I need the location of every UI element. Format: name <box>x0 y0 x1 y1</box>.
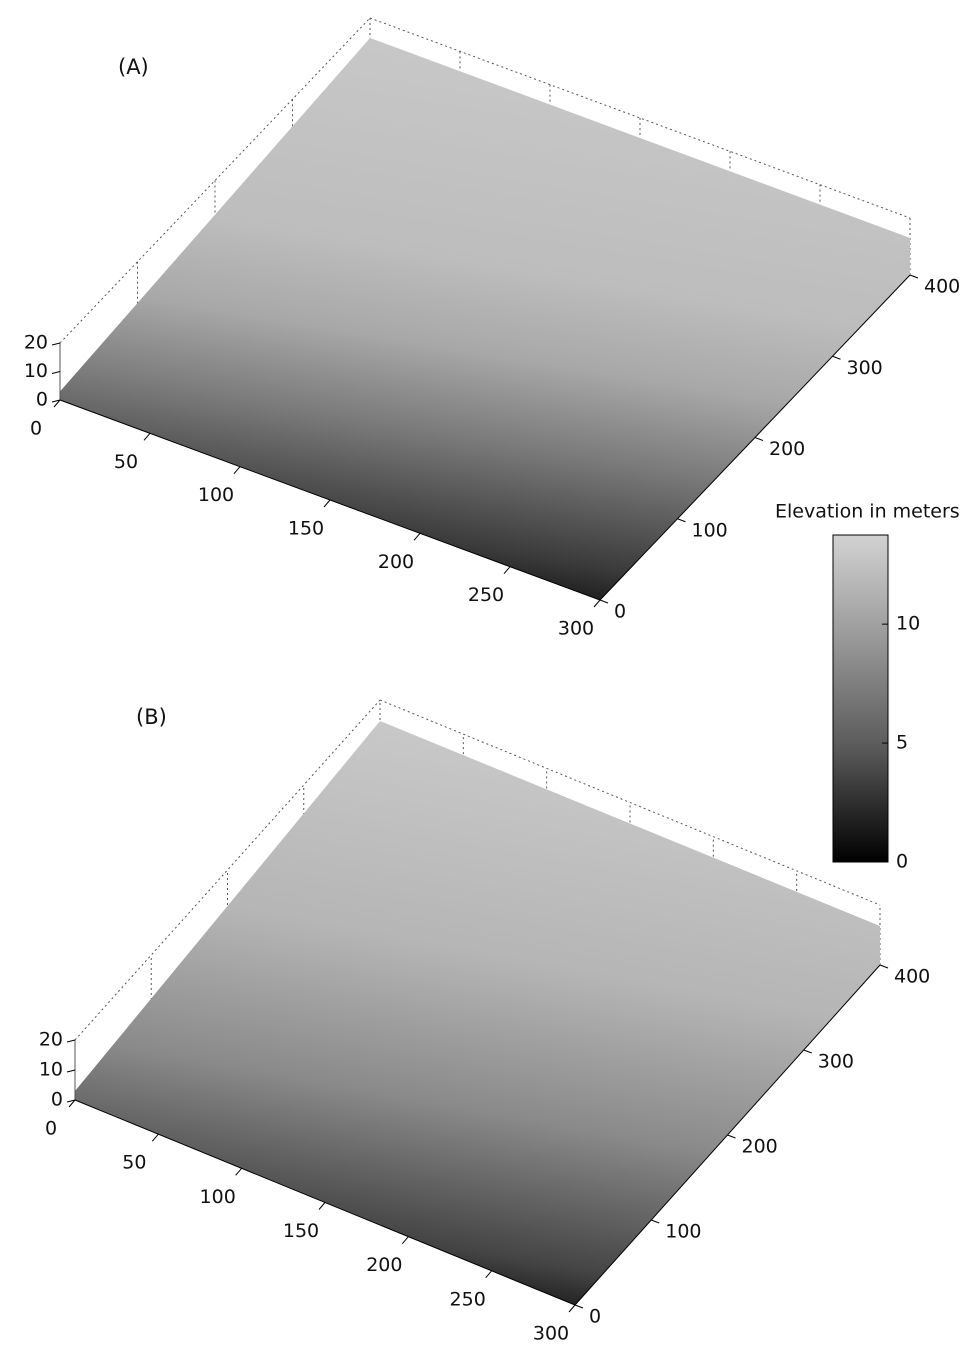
y-tick-label: 400 <box>894 966 930 988</box>
x-tick <box>414 533 420 540</box>
y-tick-label: 0 <box>614 601 626 623</box>
colorbar-tick-label: 10 <box>896 613 920 635</box>
z-tick <box>52 343 60 345</box>
x-tick-label: 50 <box>122 1152 146 1174</box>
y-tick <box>678 519 686 522</box>
z-tick <box>67 1070 75 1072</box>
y-tick-label: 200 <box>742 1136 778 1158</box>
x-tick <box>504 567 510 574</box>
x-tick <box>486 1271 492 1278</box>
x-tick-label: 150 <box>283 1220 319 1242</box>
z-tick-label: 20 <box>24 332 48 354</box>
colorbar-tick-label: 0 <box>896 851 908 873</box>
x-tick-label: 0 <box>45 1118 57 1140</box>
z-tick-label: 10 <box>24 360 48 382</box>
panel-label: (B) <box>136 705 167 729</box>
z-tick-label: 0 <box>36 389 48 411</box>
panel-label: (A) <box>118 55 149 79</box>
y-tick-label: 300 <box>847 357 883 379</box>
y-tick <box>804 1050 812 1053</box>
x-tick-label: 100 <box>200 1186 236 1208</box>
colorbar-tick-label: 5 <box>896 732 908 754</box>
x-tick-label: 50 <box>114 451 138 473</box>
x-tick <box>144 433 150 440</box>
z-tick <box>52 372 60 374</box>
x-tick <box>402 1237 408 1244</box>
x-tick-label: 300 <box>533 1323 569 1345</box>
x-tick-label: 200 <box>366 1254 402 1276</box>
y-tick-label: 400 <box>924 276 960 298</box>
y-tick <box>728 1135 736 1138</box>
z-tick-label: 20 <box>39 1029 63 1051</box>
x-tick-label: 250 <box>468 584 504 606</box>
y-tick-label: 0 <box>589 1306 601 1328</box>
y-tick <box>651 1220 659 1223</box>
y-tick-label: 100 <box>665 1221 701 1243</box>
y-tick <box>880 965 888 968</box>
x-tick-label: 300 <box>558 618 594 640</box>
y-tick <box>575 1305 583 1308</box>
figure: Elevation in meters 05010015020025030001… <box>0 0 971 1347</box>
x-tick <box>234 467 240 474</box>
x-tick-label: 200 <box>378 551 414 573</box>
z-tick <box>67 1040 75 1042</box>
y-tick-label: 200 <box>769 438 805 460</box>
x-tick <box>594 600 600 607</box>
y-tick <box>833 356 841 359</box>
y-tick-label: 100 <box>692 519 728 541</box>
x-tick-label: 0 <box>30 418 42 440</box>
y-tick <box>600 600 608 603</box>
x-tick-label: 250 <box>450 1288 486 1310</box>
z-tick-label: 0 <box>51 1089 63 1111</box>
x-tick <box>569 1305 575 1312</box>
x-tick-label: 150 <box>288 518 324 540</box>
terrain-surface <box>75 721 880 1305</box>
y-tick-label: 300 <box>818 1051 854 1073</box>
colorbar-title: Elevation in meters <box>775 501 960 523</box>
x-tick <box>152 1134 158 1141</box>
y-tick <box>755 438 763 441</box>
x-tick <box>236 1168 242 1175</box>
y-tick <box>910 275 918 278</box>
x-tick <box>319 1203 325 1210</box>
x-tick-label: 100 <box>198 484 234 506</box>
x-tick <box>324 500 330 507</box>
z-tick-label: 10 <box>39 1059 63 1081</box>
colorbar <box>833 535 888 862</box>
